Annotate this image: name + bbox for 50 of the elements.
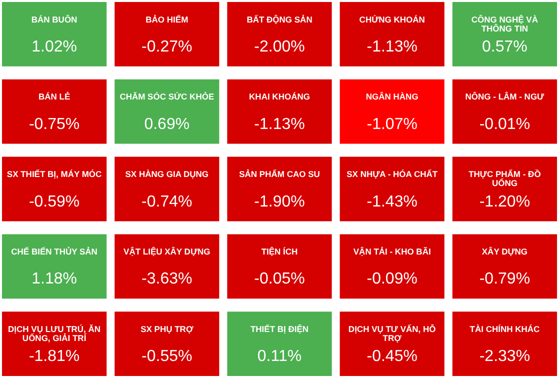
category-label: VẬN TẢI - KHO BÃI xyxy=(353,246,431,257)
data-label: -0.01% xyxy=(479,116,530,133)
data-label: -0.45% xyxy=(366,348,418,366)
category-label: CÔNG NGHỆ VÀ THÔNG TIN xyxy=(471,14,538,34)
category-label: SX HÀNG GIA DỤNG xyxy=(125,169,209,180)
data-label: 0.69% xyxy=(144,116,190,133)
data-label: -1.81% xyxy=(28,348,80,366)
data-label: -3.63% xyxy=(142,270,192,288)
category-label: CHỨNG KHOÁN xyxy=(359,14,425,24)
data-label: -0.09% xyxy=(366,270,418,288)
category-label: NÔNG - LÂM - NGƯ xyxy=(465,92,546,102)
data-label: -0.55% xyxy=(142,348,192,366)
data-label: -0.75% xyxy=(28,116,80,133)
category-label: SẢN PHẨM CAO SU xyxy=(239,169,320,180)
data-label: -1.90% xyxy=(254,193,305,210)
category-label: CHẾ BIẾN THỦY SẢN xyxy=(11,246,98,257)
data-label: -1.43% xyxy=(366,193,418,210)
category-label: NGÂN HÀNG xyxy=(366,92,419,102)
category-label: TIỆN ÍCH xyxy=(261,246,298,257)
data-label: 0.11% xyxy=(257,348,302,366)
data-label: -1.13% xyxy=(366,38,418,56)
data-label: -0.79% xyxy=(479,270,530,288)
category-label: THỰC PHẨM - ĐỒ UỐNG xyxy=(468,169,542,188)
data-label: -1.20% xyxy=(479,193,530,210)
category-label: DỊCH VỤ TƯ VẤN, HỖ TRỢ xyxy=(348,324,436,343)
data-label: 1.02% xyxy=(32,38,77,56)
category-label: BẢO HIỂM xyxy=(146,14,188,24)
category-label: SX PHỤ TRỢ xyxy=(140,324,194,334)
data-label: -0.27% xyxy=(142,38,192,56)
data-label: -1.13% xyxy=(254,116,305,133)
data-label: -1.07% xyxy=(366,116,418,133)
category-label: VẬT LIỆU XÂY DỰNG xyxy=(124,246,211,257)
data-label: 1.18% xyxy=(32,270,77,288)
category-label: TÀI CHÍNH KHÁC xyxy=(470,324,540,334)
category-label: DỊCH VỤ LƯU TRÚ, ĂN UỐNG, GIẢI TRÍ xyxy=(8,324,101,343)
category-label: XÂY DỰNG xyxy=(482,246,528,257)
category-label: BẤT ĐỘNG SẢN xyxy=(246,14,312,24)
category-label: SX THIẾT BỊ, MÁY MÓC xyxy=(6,169,102,180)
category-label: KHAI KHOÁNG xyxy=(249,92,310,102)
category-label: SX NHỰA - HÓA CHẤT xyxy=(346,169,438,180)
data-label: -2.33% xyxy=(479,348,530,366)
data-label: -0.05% xyxy=(254,270,305,288)
data-label: -0.74% xyxy=(142,193,192,210)
data-label: -0.59% xyxy=(28,193,80,210)
category-label: CHĂM SÓC SỨC KHỎE xyxy=(120,92,214,102)
data-label: -2.00% xyxy=(254,38,305,56)
category-label: THIẾT BỊ ĐIỆN xyxy=(250,324,309,334)
category-label: BÁN LẺ xyxy=(38,92,70,102)
data-label: 0.57% xyxy=(482,38,528,56)
category-label: BÁN BUÔN xyxy=(31,14,78,24)
